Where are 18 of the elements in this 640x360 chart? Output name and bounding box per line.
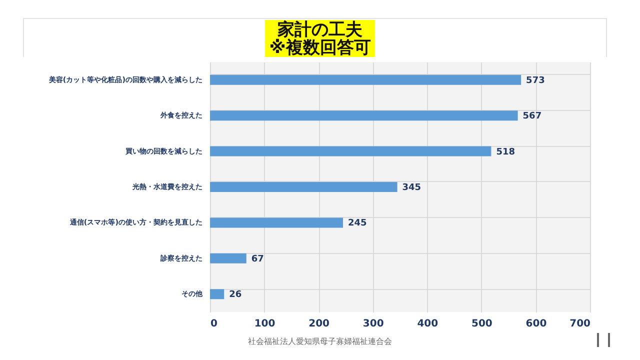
x-tick-label: 200 bbox=[308, 318, 330, 330]
x-tick-label: 400 bbox=[417, 318, 438, 330]
x-tick-label: 700 bbox=[570, 318, 591, 330]
chart-title: 家計の工夫 bbox=[278, 20, 362, 40]
data-label: 518 bbox=[496, 147, 515, 158]
data-label: 26 bbox=[229, 290, 242, 300]
x-tick-label: 500 bbox=[471, 318, 492, 330]
text: 社会福祉法人愛知県母子寡婦福祉連合会 bbox=[247, 336, 393, 347]
data-label: 67 bbox=[251, 254, 264, 264]
data-label: 245 bbox=[348, 218, 367, 229]
chart-subtitle: ※複数回答可 bbox=[269, 38, 371, 58]
x-tick-label: 0 bbox=[210, 318, 218, 330]
data-label: 573 bbox=[526, 76, 545, 86]
x-tick-label: 100 bbox=[254, 318, 276, 330]
x-tick-label: 600 bbox=[526, 318, 547, 330]
data-label: 567 bbox=[522, 112, 542, 122]
x-tick-label: 300 bbox=[362, 318, 384, 330]
data-label: 345 bbox=[402, 183, 422, 193]
